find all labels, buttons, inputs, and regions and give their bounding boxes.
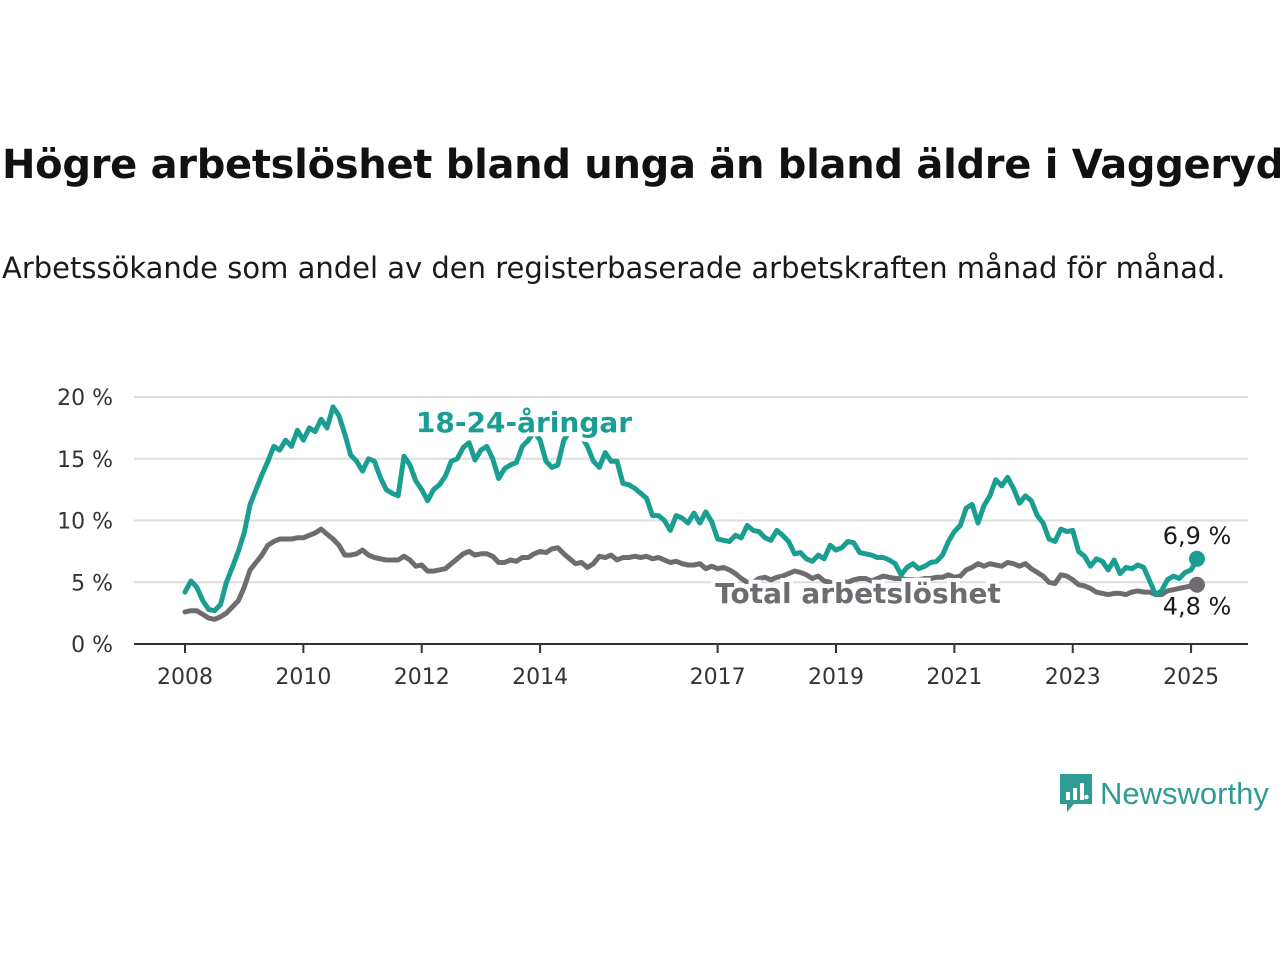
end-value-label: 6,9 % [1163, 522, 1232, 550]
y-tick-label: 10 % [57, 510, 113, 535]
series-end-point [1189, 550, 1205, 567]
x-tick-label: 2014 [512, 665, 568, 690]
y-tick-label: 0 % [71, 633, 113, 658]
x-tick-label: 2021 [926, 665, 982, 690]
chart-subtitle: Arbetssökande som andel av den registerb… [2, 251, 1226, 285]
newsworthy-logo-icon [1060, 774, 1092, 812]
axes: 0 % 5 % 10 % 15 % 20 % 2008 2010 2012 2014 2017 20… [57, 386, 1248, 690]
brand-name: Newsworthy [1100, 776, 1269, 811]
x-tick-label: 2025 [1163, 665, 1219, 690]
x-tick-label: 2008 [157, 665, 213, 690]
x-tick-label: 2012 [394, 665, 450, 690]
series-line [182, 526, 1200, 622]
x-tick-label: 2010 [275, 665, 331, 690]
y-tick-label: 20 % [57, 386, 113, 411]
series-end-point [1189, 576, 1205, 593]
y-tick-label: 5 % [71, 571, 113, 596]
series-labels: 18-24-åringar Total arbetslöshet 6,9 % 4,8 … [412, 402, 1232, 621]
end-value-label: 4,8 % [1163, 593, 1232, 621]
gridlines [134, 396, 1248, 584]
x-tick-label: 2017 [690, 665, 746, 690]
y-tick-label: 15 % [57, 448, 113, 473]
x-tick-label: 2019 [808, 665, 864, 690]
series-line [182, 404, 1200, 614]
series-name-label: Total arbetslöshet [715, 577, 1001, 610]
series-lines [182, 404, 1205, 622]
chart-title: Högre arbetslöshet bland unga än bland ä… [2, 142, 1280, 188]
series-name-label: 18-24-åringar [416, 406, 632, 439]
brand-logo: Newsworthy [1058, 772, 1269, 816]
x-tick-label: 2023 [1045, 665, 1101, 690]
